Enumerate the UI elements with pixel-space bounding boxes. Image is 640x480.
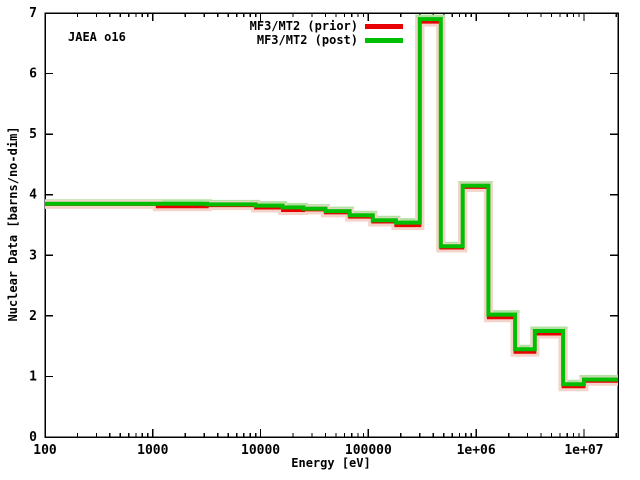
legend-entry: MF3/MT2 (post): [256, 33, 403, 47]
legend-line-swatch: [365, 23, 403, 29]
y-axis-title: Nuclear Data [barns/no-dim]: [6, 126, 20, 322]
y-tick-label: 7: [29, 6, 37, 21]
y-tick-label: 4: [29, 188, 37, 203]
x-tick-label: 100: [33, 443, 57, 458]
y-tick-label: 0: [29, 430, 37, 445]
x-tick-label: 1e+06: [457, 443, 496, 458]
y-tick-label: 6: [29, 67, 37, 82]
legend-label: MF3/MT2 (post): [256, 33, 358, 47]
dataset-label: JAEA o16: [68, 30, 126, 44]
x-tick-label: 1e+07: [564, 443, 603, 458]
x-tick-label: 1000: [137, 443, 168, 458]
y-tick-label: 2: [29, 309, 37, 324]
legend-label: MF3/MT2 (prior): [249, 19, 358, 33]
series-post-line: [45, 17, 618, 387]
legend-entry: MF3/MT2 (prior): [249, 19, 403, 33]
y-tick-label: 1: [29, 369, 37, 384]
x-axis-title: Energy [eV]: [291, 456, 371, 470]
x-tick-label: 10000: [241, 443, 280, 458]
legend-line-swatch: [365, 37, 403, 43]
legend: MF3/MT2 (prior) MF3/MT2 (post): [249, 19, 403, 47]
x-tick-label: 100000: [345, 443, 392, 458]
plot-border: [44, 12, 619, 438]
y-tick-label: 5: [29, 127, 37, 142]
y-tick-label: 3: [29, 248, 37, 263]
